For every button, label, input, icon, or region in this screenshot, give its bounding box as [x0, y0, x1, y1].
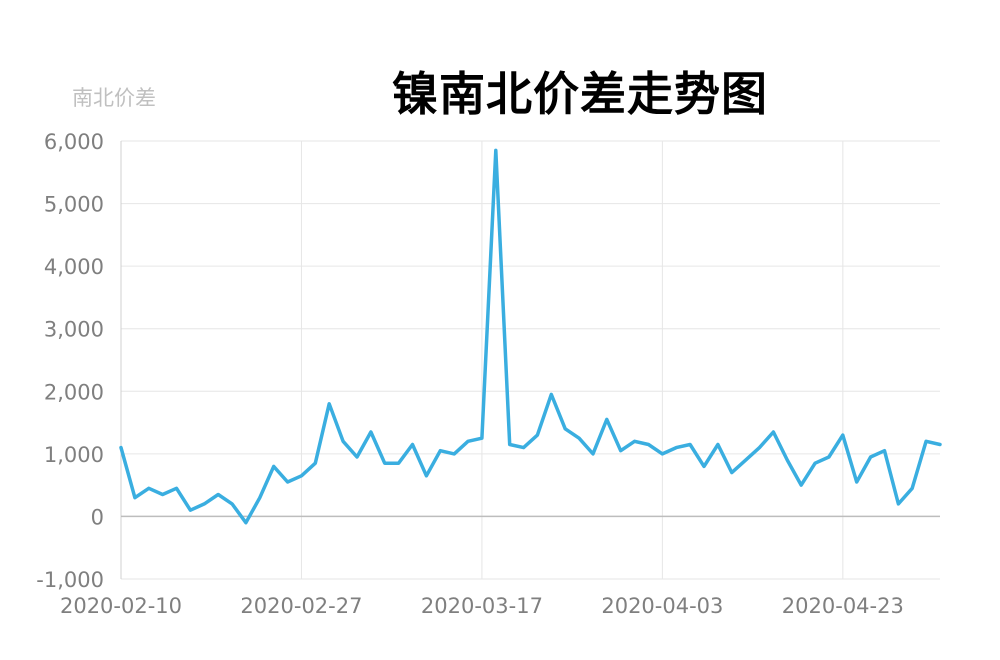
chart-title: 镍南北价差走势图 — [392, 67, 768, 121]
x-tick-label: 2020-02-10 — [60, 594, 182, 618]
data-point — [230, 502, 234, 506]
data-point — [424, 474, 428, 478]
data-point — [716, 442, 720, 446]
data-point — [591, 452, 595, 456]
data-point — [674, 446, 678, 450]
y-axis-label: 南北价差 — [72, 86, 156, 110]
data-point — [577, 436, 581, 440]
data-point — [216, 493, 220, 497]
data-point — [924, 439, 928, 443]
data-point — [869, 455, 873, 459]
data-point — [882, 449, 886, 453]
data-point — [313, 461, 317, 465]
data-point — [855, 480, 859, 484]
data-point — [286, 480, 290, 484]
series-line — [119, 148, 942, 525]
data-point — [119, 446, 123, 450]
data-point — [383, 461, 387, 465]
data-point — [397, 461, 401, 465]
x-tick-label: 2020-04-23 — [782, 594, 904, 618]
y-tick-label: 3,000 — [44, 318, 104, 342]
data-point — [896, 502, 900, 506]
data-point — [161, 493, 165, 497]
data-point — [480, 436, 484, 440]
y-tick-label: 1,000 — [44, 443, 104, 467]
data-point — [785, 458, 789, 462]
y-tick-label: -1,000 — [36, 568, 104, 592]
data-point — [133, 496, 137, 500]
x-tick-label: 2020-03-17 — [421, 594, 543, 618]
data-point — [508, 442, 512, 446]
data-point — [688, 442, 692, 446]
data-point — [411, 442, 415, 446]
data-point — [466, 439, 470, 443]
series-layer — [119, 148, 942, 525]
data-point — [188, 508, 192, 512]
data-point — [813, 461, 817, 465]
data-point — [175, 486, 179, 490]
data-point — [758, 446, 762, 450]
y-tick-label: 4,000 — [44, 255, 104, 279]
data-point — [258, 496, 262, 500]
data-point — [910, 486, 914, 490]
data-point — [549, 392, 553, 396]
data-point — [452, 452, 456, 456]
data-point — [799, 483, 803, 487]
data-point — [827, 455, 831, 459]
data-point — [438, 449, 442, 453]
data-point — [660, 452, 664, 456]
data-point — [341, 439, 345, 443]
data-point — [244, 521, 248, 525]
data-point — [646, 442, 650, 446]
data-point — [563, 427, 567, 431]
data-point — [147, 486, 151, 490]
y-tick-label: 0 — [91, 505, 104, 529]
data-point — [702, 464, 706, 468]
x-tick-label: 2020-02-27 — [240, 594, 362, 618]
data-point — [369, 430, 373, 434]
y-tick-label: 5,000 — [44, 193, 104, 217]
data-point — [938, 442, 942, 446]
data-point — [841, 433, 845, 437]
data-point — [730, 471, 734, 475]
data-point — [202, 502, 206, 506]
y-tick-label: 2,000 — [44, 380, 104, 404]
y-tick-labels: -1,000 0 1,000 2,000 3,000 4,000 5,000 6,000 — [36, 130, 104, 592]
data-point — [605, 417, 609, 421]
data-point — [535, 433, 539, 437]
data-point — [744, 458, 748, 462]
grid-lines — [120, 140, 940, 580]
x-tick-label: 2020-04-03 — [601, 594, 723, 618]
data-point — [299, 474, 303, 478]
data-point — [327, 402, 331, 406]
data-point — [619, 449, 623, 453]
axes — [120, 141, 940, 579]
data-point — [633, 439, 637, 443]
y-tick-label: 6,000 — [44, 130, 104, 154]
data-point — [355, 455, 359, 459]
data-point — [522, 446, 526, 450]
x-tick-labels: 2020-02-10 2020-02-27 2020-03-17 2020-04-03… — [60, 594, 904, 618]
data-point — [494, 148, 498, 152]
data-point — [272, 464, 276, 468]
data-point — [771, 430, 775, 434]
